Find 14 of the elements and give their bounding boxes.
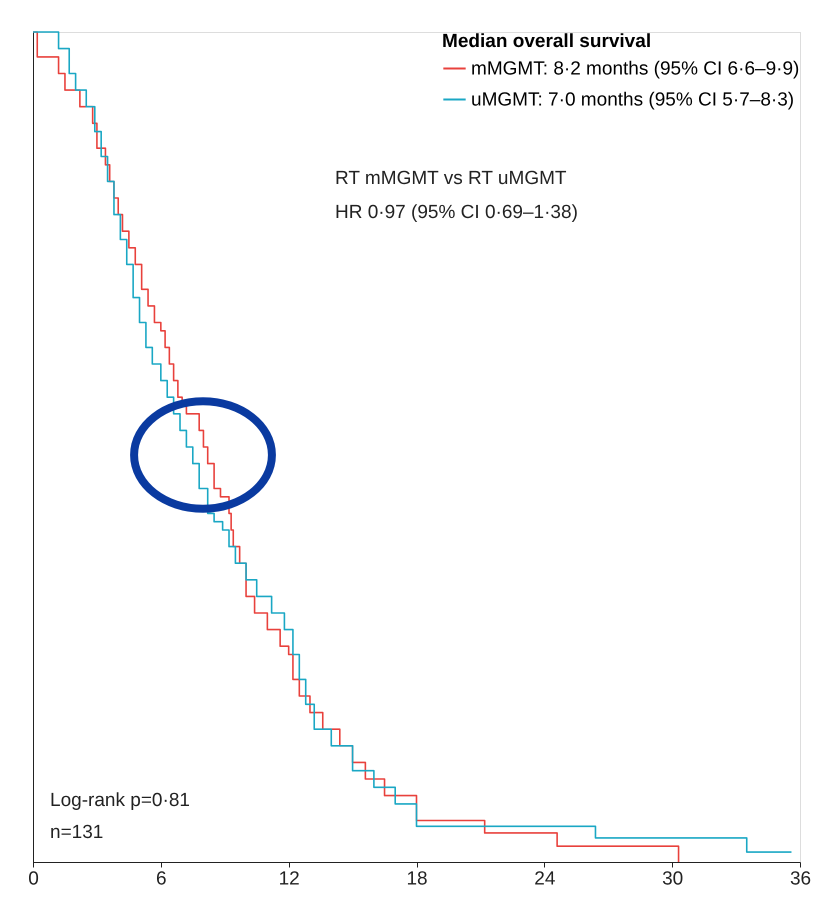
x-tick-label: 30 (662, 868, 684, 890)
x-tick-label: 0 (28, 868, 39, 890)
x-tick-label: 18 (406, 868, 428, 890)
annotation: Log-rank p=0·81 (50, 790, 190, 811)
legend-label: mMGMT: 8·2 months (95% CI 6·6–9·9) (471, 58, 800, 80)
x-tick-label: 12 (278, 868, 300, 890)
legend-title: Median overall survival (442, 31, 652, 52)
annotation: n=131 (50, 822, 104, 843)
annotation: RT mMGMT vs RT uMGMT (335, 168, 567, 189)
x-tick-label: 6 (156, 868, 167, 890)
legend-label: uMGMT: 7·0 months (95% CI 5·7–8·3) (471, 90, 794, 110)
x-tick-label: 24 (534, 868, 556, 890)
x-tick-label: 36 (790, 868, 812, 890)
annotation: HR 0·97 (95% CI 0·69–1·38) (335, 202, 578, 223)
